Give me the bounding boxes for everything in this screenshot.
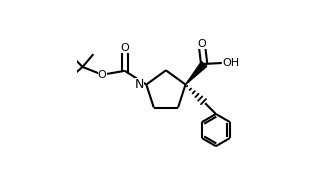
Text: O: O (121, 43, 129, 53)
Text: OH: OH (223, 58, 240, 68)
Text: O: O (98, 70, 107, 80)
Text: N: N (135, 78, 145, 91)
Polygon shape (186, 62, 207, 85)
Text: O: O (198, 39, 207, 49)
